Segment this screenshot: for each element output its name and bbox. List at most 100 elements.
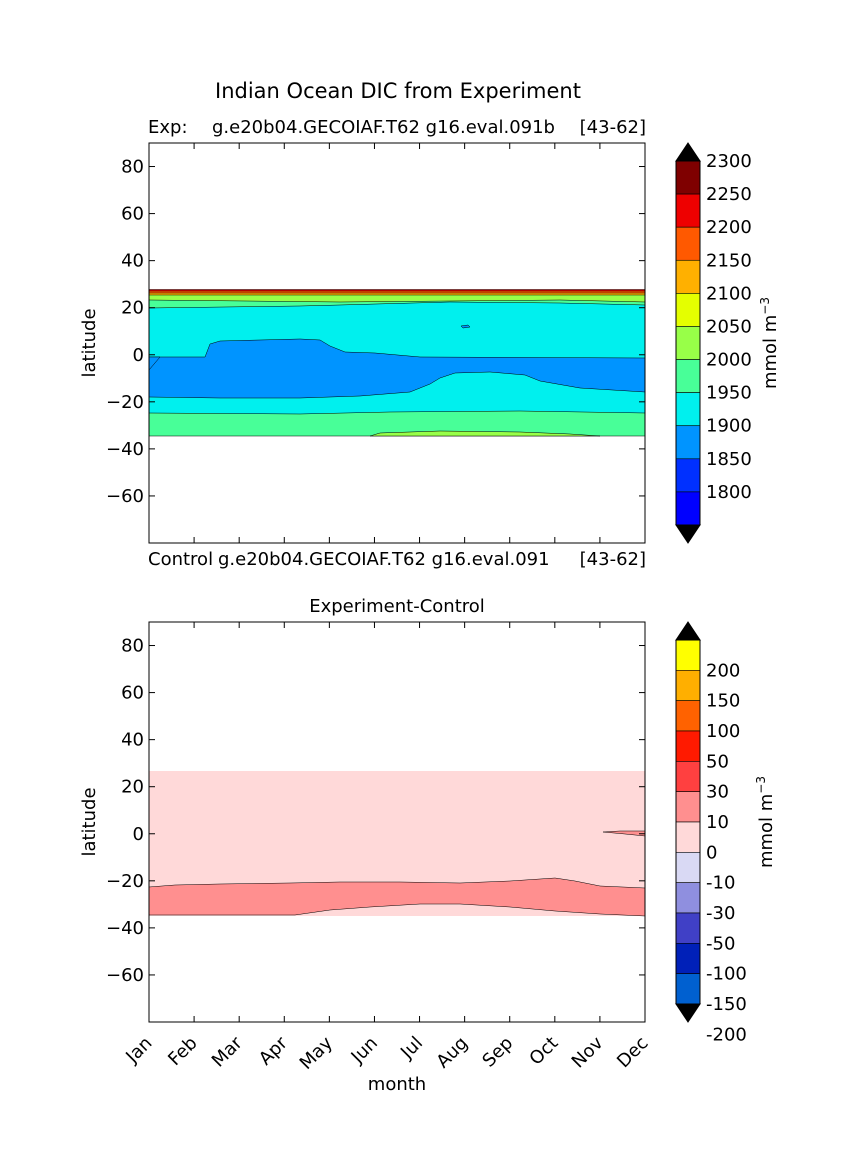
bottom-colorbar-tick-label: 100 [706, 721, 740, 742]
top-x-ticks [148, 143, 646, 543]
bottom-ytick-label: 60 [121, 683, 144, 704]
top-colorbar-tick-label: 2000 [706, 350, 752, 371]
bottom-ytick-label: −20 [106, 871, 144, 892]
top-colorbar-tick-label: 2150 [706, 250, 752, 271]
top-colorbar-segment [675, 425, 701, 460]
bottom-ylabel: latitude [79, 787, 100, 856]
top-ytick-label: 40 [121, 251, 144, 272]
bottom-xtick-label: Aug [432, 1033, 472, 1073]
bottom-xlabel: month [368, 1074, 426, 1095]
top-colorbar-tick-label: 2300 [706, 151, 752, 172]
bottom-ytick-label: 0 [133, 824, 144, 845]
top-ylabel: latitude [79, 308, 100, 377]
bottom-ytick-label: 20 [121, 777, 144, 798]
top-header-case: g.e20b04.GECOIAF.T62 g16.eval.091b [212, 117, 555, 138]
figure-title: Indian Ocean DIC from Experiment [215, 79, 581, 103]
top-header-left: Exp: [148, 117, 188, 138]
bottom-colorbar-tick-label: -50 [706, 933, 735, 954]
bottom-colorbar-segment [675, 973, 701, 1005]
bottom-xtick-label: Sep [478, 1033, 517, 1072]
bottom-colorbar-frame [675, 639, 701, 1005]
bottom-colorbar-extend-min [675, 1003, 701, 1023]
bottom-ytick-label: −60 [106, 965, 144, 986]
bottom-y-ticks: 80 60 40 20 0 −20 −40 −60 [106, 636, 645, 986]
top-ytick-label: 20 [121, 298, 144, 319]
bottom-colorbar-tick-label: -150 [706, 994, 747, 1015]
top-contour-2250-2300 [148, 289, 646, 292]
top-y-ticks: 80 60 40 20 0 −20 −40 −60 [106, 157, 645, 507]
top-colorbar-tick-label: 2100 [706, 283, 752, 304]
top-footer-years: [43-62] [580, 549, 646, 570]
bottom-colorbar-segment [675, 639, 701, 671]
bottom-xtick-label: Jan [121, 1033, 156, 1068]
top-ytick-label: −20 [106, 392, 144, 413]
bottom-colorbar-segment [675, 912, 701, 944]
top-colorbar-segment [675, 491, 701, 526]
bottom-colorbar-tick-label: 150 [706, 691, 740, 712]
top-ytick-label: 0 [133, 345, 144, 366]
bottom-contour-0-10 [149, 771, 645, 916]
bottom-colorbar-segment [675, 730, 701, 762]
top-colorbar-tick-label: 1850 [706, 449, 752, 470]
top-colorbar-tick-label: 1800 [706, 482, 752, 503]
top-colorbar-tick-label: 1900 [706, 416, 752, 437]
bottom-xtick-label: May [296, 1032, 337, 1073]
bottom-colorbar-tick-label: -30 [706, 903, 735, 924]
top-colorbar-tick-label: 2250 [706, 184, 752, 205]
bottom-colorbar-tick-label: 10 [706, 812, 729, 833]
top-colorbar: 1800 1850 1900 1950 2000 2050 2100 2150 2200 2250… [675, 142, 752, 544]
bottom-colorbar-tick-label: -200 [706, 1024, 747, 1045]
top-colorbar-frame [675, 160, 701, 526]
bottom-title: Experiment-Control [309, 596, 485, 617]
bottom-colorbar-segment [675, 670, 701, 701]
top-contour-small-patch [460, 324, 471, 329]
bottom-xtick-label: Feb [164, 1033, 201, 1070]
bottom-colorbar-segment [675, 882, 701, 914]
top-ytick-label: 60 [121, 204, 144, 225]
bottom-ytick-label: 40 [121, 730, 144, 751]
top-header-years: [43-62] [580, 117, 646, 138]
bottom-colorbar-tick-label: 200 [706, 660, 740, 681]
bottom-colorbar-tick-label: -10 [706, 873, 735, 894]
bottom-plot-area: 80 60 40 20 0 −20 −40 −60 Jan Feb Mar Apr May Jun Jul… [106, 621, 653, 1074]
top-contour-1950-2000 [148, 338, 646, 399]
top-colorbar-segment [675, 193, 701, 228]
bottom-colorbar-tick-label: -100 [706, 964, 747, 985]
bottom-colorbar-segment [675, 700, 701, 732]
top-ytick-label: −40 [106, 439, 144, 460]
bottom-colorbar-label: mmol m−3 [754, 776, 777, 868]
bottom-colorbar-tick-label: 50 [706, 751, 729, 772]
bottom-xtick-label: Dec [613, 1033, 652, 1072]
top-colorbar-segment [675, 458, 701, 493]
top-colorbar-tick-label: 2050 [706, 316, 752, 337]
bottom-colorbar-segment [675, 821, 701, 853]
top-colorbar-segment [675, 359, 701, 393]
bottom-ytick-label: 80 [121, 636, 144, 657]
top-footer-left: Control [148, 549, 213, 570]
top-ytick-label: −60 [106, 486, 144, 507]
bottom-colorbar-tick-label: 0 [706, 842, 717, 863]
top-plot-frame [148, 142, 646, 544]
bottom-colorbar-segment [675, 852, 701, 883]
top-colorbar-extend-min [675, 524, 701, 544]
top-colorbar-segment [675, 293, 701, 327]
bottom-colorbar-tick-label: 30 [706, 782, 729, 803]
bottom-plot-frame [148, 621, 646, 1023]
bottom-ytick-label: −40 [106, 918, 144, 939]
top-colorbar-segment [675, 160, 701, 195]
top-footer-case: g.e20b04.GECOIAF.T62 g16.eval.091 [218, 549, 550, 570]
bottom-xtick-label: Jul [396, 1033, 427, 1064]
top-colorbar-tick-label: 2200 [706, 217, 752, 238]
top-colorbar-segment [675, 226, 701, 261]
bottom-colorbar-segment [675, 761, 701, 792]
bottom-colorbar-extend-max [675, 621, 701, 641]
top-panel: Exp: g.e20b04.GECOIAF.T62 g16.eval.091b … [79, 117, 781, 570]
top-colorbar-label: mmol m−3 [758, 297, 781, 389]
top-colorbar-extend-max [675, 142, 701, 162]
bottom-colorbar-segment [675, 791, 701, 823]
top-ytick-label: 80 [121, 157, 144, 178]
top-plot-area: 80 60 40 20 0 −20 −40 −60 [106, 142, 646, 544]
